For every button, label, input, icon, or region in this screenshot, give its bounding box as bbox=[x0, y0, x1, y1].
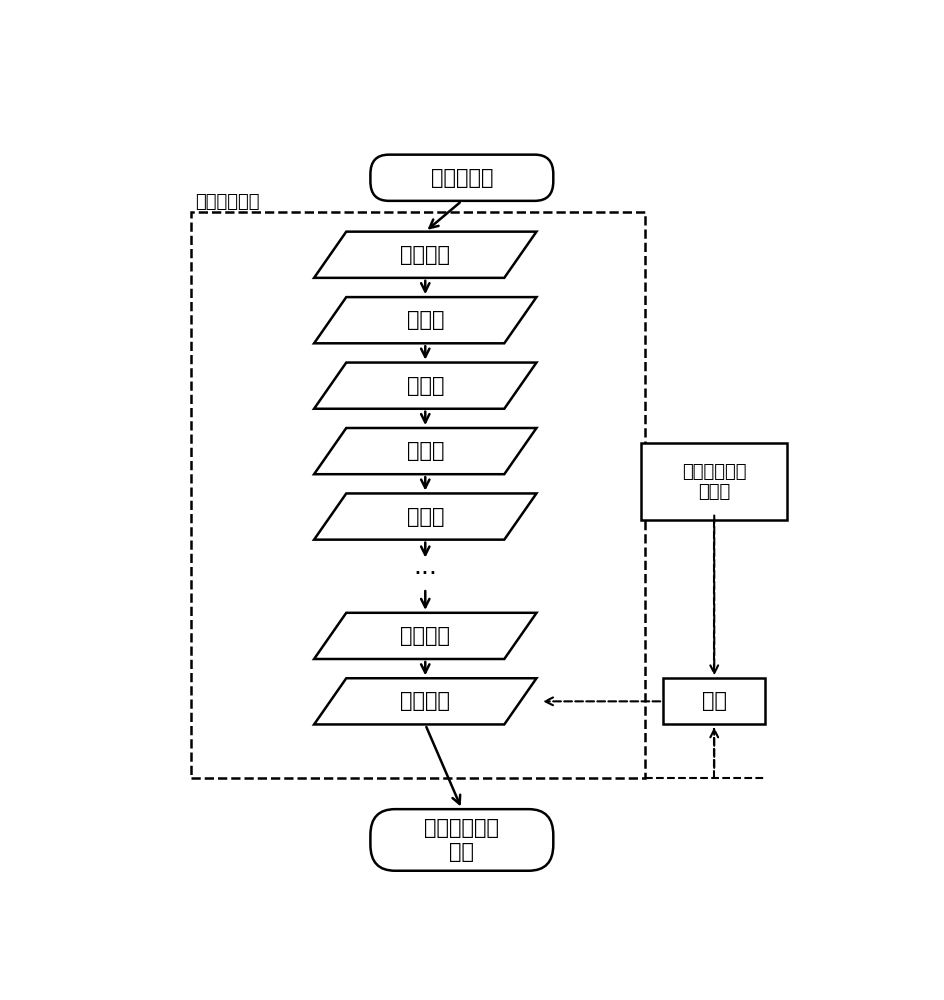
Polygon shape bbox=[314, 428, 536, 474]
Text: 原始距离向: 原始距离向 bbox=[430, 168, 493, 188]
Text: 卷积层: 卷积层 bbox=[407, 310, 444, 330]
Polygon shape bbox=[314, 613, 536, 659]
Bar bbox=[191, 212, 645, 778]
Text: 无杂波和干扰
距离向: 无杂波和干扰 距离向 bbox=[682, 462, 747, 501]
Text: 激活层: 激活层 bbox=[407, 376, 444, 396]
Bar bbox=[663, 678, 766, 724]
Polygon shape bbox=[314, 493, 536, 540]
Text: 卷积层: 卷积层 bbox=[407, 507, 444, 527]
Polygon shape bbox=[314, 363, 536, 409]
Polygon shape bbox=[314, 232, 536, 278]
FancyBboxPatch shape bbox=[370, 155, 553, 201]
Polygon shape bbox=[314, 297, 536, 343]
FancyBboxPatch shape bbox=[370, 809, 553, 871]
Polygon shape bbox=[314, 678, 536, 724]
Text: 杂波抑制网络: 杂波抑制网络 bbox=[194, 193, 260, 211]
Text: 杂波抑制后距
离向: 杂波抑制后距 离向 bbox=[425, 818, 499, 862]
Text: 误差: 误差 bbox=[701, 691, 727, 711]
Text: 全连接层: 全连接层 bbox=[400, 691, 450, 711]
Bar bbox=[641, 443, 787, 520]
Text: 全连接层: 全连接层 bbox=[400, 626, 450, 646]
Text: 池化层: 池化层 bbox=[407, 441, 444, 461]
Text: ···: ··· bbox=[413, 562, 437, 586]
Text: 全连接层: 全连接层 bbox=[400, 245, 450, 265]
